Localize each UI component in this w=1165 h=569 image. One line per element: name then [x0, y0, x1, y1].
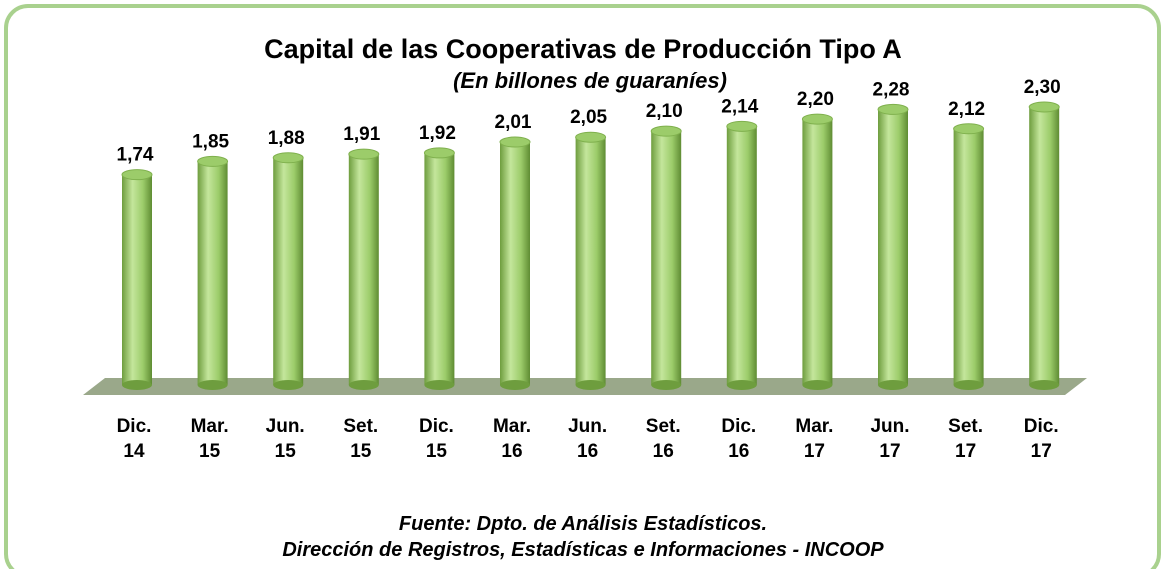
cylinder-base — [1029, 380, 1060, 390]
x-tick-label: 17 — [804, 441, 825, 462]
cylinder-top — [423, 147, 455, 159]
cylinder-top — [953, 123, 985, 135]
value-label: 2,20 — [797, 89, 834, 110]
source-line: Dirección de Registros, Estadísticas e I… — [282, 539, 884, 561]
chart-subtitle: (En billones de guaraníes) — [453, 68, 727, 93]
x-tick-label: Dic. — [117, 416, 152, 437]
x-tick-label: Jun. — [568, 416, 607, 437]
cylinder-top — [348, 148, 380, 160]
cylinder-top — [726, 120, 758, 132]
bar — [348, 148, 380, 390]
source-line: Fuente: Dpto. de Análisis Estadísticos. — [399, 513, 767, 535]
cylinder-body — [802, 119, 833, 385]
x-tick-label: Dic. — [1024, 416, 1059, 437]
cylinder-base — [575, 380, 606, 390]
x-tick-label: 16 — [501, 441, 522, 462]
x-tick-label: Mar. — [493, 416, 531, 437]
value-label: 2,28 — [873, 79, 910, 100]
cylinder-base — [651, 380, 682, 390]
cylinder-body — [651, 131, 682, 385]
x-tick-label: 16 — [728, 441, 749, 462]
cylinder-top — [499, 136, 531, 148]
bar — [197, 155, 229, 390]
x-tick-label: 15 — [199, 441, 221, 462]
cylinder-top — [1028, 101, 1060, 113]
cylinder-top — [575, 131, 607, 143]
cylinder-base — [878, 380, 908, 390]
cylinder-body — [122, 174, 152, 385]
x-tick-label: 17 — [1031, 441, 1052, 462]
cylinder-top — [650, 125, 682, 137]
cylinder-body — [273, 157, 304, 385]
x-tick-label: 16 — [577, 441, 598, 462]
x-tick-label: Jun. — [266, 416, 305, 437]
x-tick-label: 15 — [426, 441, 448, 462]
cylinder-body — [1029, 107, 1060, 385]
bar — [801, 113, 833, 390]
bar — [877, 103, 909, 390]
x-tick-label: Dic. — [721, 416, 756, 437]
cylinder-body — [575, 137, 606, 385]
value-label: 2,01 — [495, 112, 532, 133]
value-label: 1,91 — [343, 124, 380, 145]
cylinder-body — [953, 128, 984, 385]
bar — [121, 169, 153, 390]
x-tick-label: Jun. — [870, 416, 909, 437]
cylinder-base — [348, 380, 379, 390]
value-label: 2,05 — [570, 107, 607, 128]
cylinder-top — [121, 169, 153, 181]
x-tick-label: 16 — [653, 441, 674, 462]
bar — [726, 120, 758, 390]
value-label: 1,88 — [268, 128, 305, 149]
x-tick-label: 17 — [955, 441, 976, 462]
value-label: 2,10 — [646, 101, 683, 122]
x-tick-label: 15 — [350, 441, 372, 462]
cylinder-body — [500, 142, 530, 385]
x-tick-label: Mar. — [795, 416, 833, 437]
x-tick-label: 17 — [879, 441, 900, 462]
cylinder-base — [273, 380, 304, 390]
bar — [953, 123, 985, 390]
x-tick-label: 15 — [275, 441, 297, 462]
bar — [423, 147, 455, 390]
value-label: 1,85 — [192, 131, 229, 152]
cylinder-body — [424, 152, 455, 385]
cylinder-top — [877, 103, 909, 115]
cylinder-base — [424, 380, 455, 390]
bar — [575, 131, 607, 390]
cylinder-body — [197, 161, 228, 385]
cylinder-top — [197, 155, 229, 167]
cylinder-base — [802, 380, 833, 390]
value-label: 2,14 — [721, 96, 758, 117]
cylinder-top — [801, 113, 833, 125]
chart-title: Capital de las Cooperativas de Producció… — [264, 34, 902, 64]
bar — [499, 136, 531, 390]
cylinder-base — [197, 380, 228, 390]
cylinder-body — [726, 126, 757, 386]
x-tick-label: Set. — [646, 416, 681, 437]
cylinder-top — [272, 152, 304, 164]
x-tick-label: 14 — [123, 441, 145, 462]
x-tick-label: Dic. — [419, 416, 454, 437]
bar — [272, 152, 304, 390]
cylinder-base — [953, 380, 984, 390]
value-label: 1,92 — [419, 123, 456, 144]
cylinder-base — [726, 380, 757, 390]
cylinder-base — [122, 380, 152, 390]
value-label: 2,30 — [1024, 77, 1061, 98]
value-label: 2,12 — [948, 99, 985, 120]
x-tick-label: Set. — [343, 416, 378, 437]
x-tick-label: Mar. — [191, 416, 229, 437]
bar — [650, 125, 682, 390]
cylinder-body — [348, 154, 379, 385]
cylinder-body — [878, 109, 908, 385]
value-label: 1,74 — [117, 145, 154, 166]
bar — [1028, 101, 1060, 390]
cylinder-base — [500, 380, 530, 390]
x-tick-label: Set. — [948, 416, 983, 437]
